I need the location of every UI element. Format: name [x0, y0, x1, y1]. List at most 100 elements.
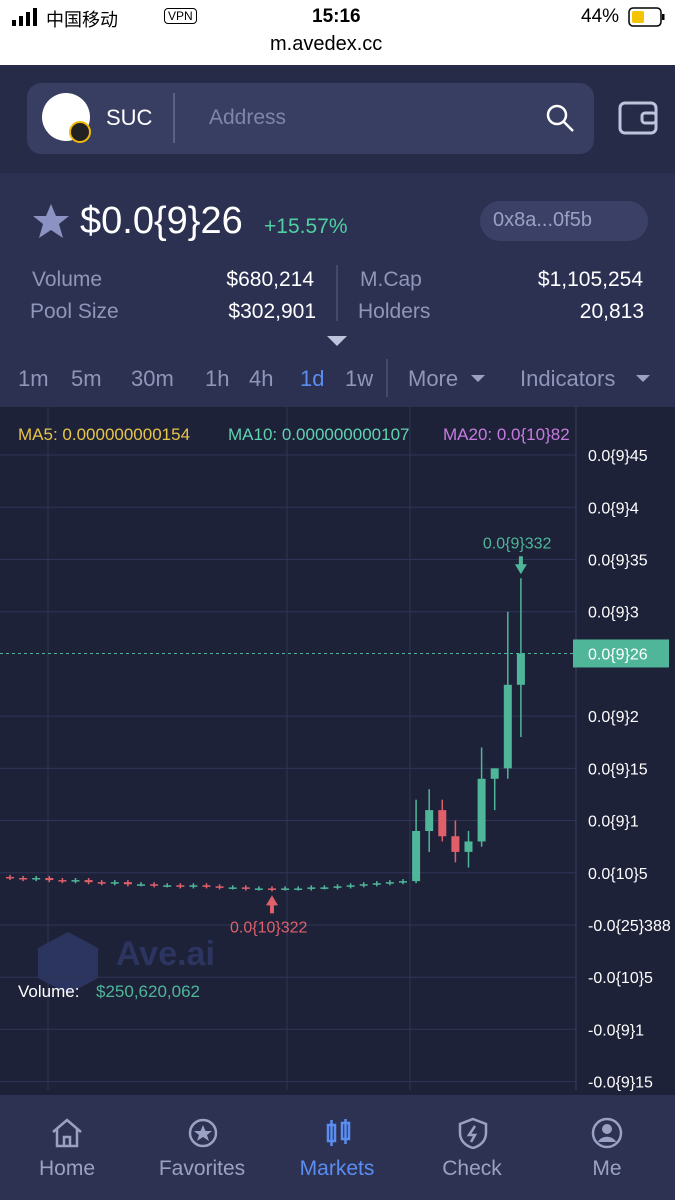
annotation-arrow-stem — [518, 556, 523, 566]
timeframe-tab[interactable]: 30m — [131, 366, 174, 391]
candle-body — [281, 888, 290, 890]
divider — [336, 265, 338, 321]
favorite-star[interactable] — [32, 203, 70, 239]
address-input[interactable]: Address — [209, 106, 287, 129]
candle-body — [385, 882, 394, 884]
candle-body — [333, 886, 342, 888]
stat-label: Holders — [358, 300, 431, 323]
candle-body — [412, 831, 421, 882]
watermark-logo — [38, 932, 98, 994]
timeframe-tab[interactable]: 1w — [345, 366, 374, 391]
y-tick-label: 0.0{9}4 — [588, 500, 639, 517]
candle-body — [97, 882, 106, 884]
favorites-icon[interactable] — [186, 1117, 220, 1149]
y-tick-label: -0.0{9}1 — [588, 1022, 644, 1039]
annotation-label: 0.0{10}322 — [230, 919, 308, 936]
timeframe-tab[interactable]: 5m — [71, 366, 102, 391]
search-bar[interactable]: SUC Address — [27, 83, 594, 154]
candle-body — [228, 887, 237, 889]
candle-body — [150, 884, 159, 886]
candle-body — [19, 877, 28, 880]
candle-body — [163, 885, 172, 887]
chain-badge — [69, 121, 91, 143]
time: 15:16 — [312, 6, 361, 27]
candle-body — [110, 882, 119, 884]
stat-label: M.Cap — [360, 268, 422, 291]
nav-favorites[interactable]: Favorites — [158, 1157, 246, 1180]
stat-value: 20,813 — [579, 300, 644, 323]
candle-body — [372, 883, 381, 885]
y-tick-label: 0.0{9}35 — [588, 552, 648, 569]
nav-markets[interactable]: Markets — [299, 1157, 375, 1180]
candle-body — [6, 876, 14, 879]
candle-body — [137, 884, 145, 886]
stat-value: $680,214 — [226, 268, 314, 291]
check-icon[interactable] — [456, 1117, 490, 1149]
candle-body — [32, 877, 41, 880]
candle-body — [451, 836, 460, 852]
me-icon[interactable] — [590, 1117, 624, 1149]
current-price-label: 0.0{9}26 — [588, 646, 648, 663]
nav-check[interactable]: Check — [442, 1157, 502, 1180]
candle-body — [268, 888, 276, 890]
timeframe-tab[interactable]: 1m — [18, 366, 49, 391]
candle-body — [254, 888, 263, 890]
y-tick-label: 0.0{9}15 — [588, 761, 648, 778]
candle-body — [346, 885, 355, 887]
annotation-arrow — [266, 895, 278, 906]
contract-address[interactable]: 0x8a...0f5b — [480, 201, 648, 241]
stat-label: Volume — [32, 268, 103, 291]
annotation-arrow — [514, 564, 527, 575]
candle-body — [438, 810, 447, 837]
ma-legend: MA10: 0.000000000107 — [228, 425, 410, 444]
wallet-icon[interactable] — [618, 97, 660, 137]
status-bar: 中国移动 VPN 15:16 44% m.avedex.cc — [0, 0, 675, 65]
nav-me[interactable]: Me — [592, 1157, 622, 1180]
bottom-nav: Home Favorites Markets Check Me — [0, 1095, 675, 1200]
annotation-label: 0.0{9}332 — [483, 535, 552, 552]
token-symbol: SUC — [106, 105, 153, 130]
url[interactable]: m.avedex.cc — [270, 33, 383, 55]
carrier: 中国移动 — [46, 10, 118, 30]
candle-body — [189, 885, 198, 887]
volume-value: $250,620,062 — [96, 982, 200, 1001]
y-tick-label: -0.0{25}388 — [588, 918, 671, 935]
candle-body — [477, 778, 486, 842]
markets-icon[interactable] — [322, 1117, 356, 1149]
dropdown-arrow — [471, 375, 485, 382]
candle-body — [241, 887, 250, 889]
y-tick-label: 0.0{9}2 — [588, 709, 639, 726]
candle-body — [464, 841, 473, 852]
collapse-arrow[interactable] — [327, 336, 347, 348]
candle-body — [84, 880, 93, 883]
candle-body — [516, 653, 525, 685]
timeframe-tab[interactable]: 1h — [205, 366, 230, 391]
timeframe-tab[interactable]: 4h — [249, 366, 274, 391]
candle-body — [359, 884, 368, 886]
candle-body — [176, 885, 185, 887]
candle-body — [399, 881, 407, 883]
divider — [173, 93, 175, 143]
ma-legend: MA20: 0.0{10}82 — [443, 425, 570, 444]
nav-home[interactable]: Home — [38, 1157, 96, 1180]
divider — [386, 359, 388, 397]
search-icon[interactable] — [545, 103, 575, 133]
timeframe-tab-active[interactable]: 1d — [300, 366, 325, 391]
candlestick-chart: Ave.ai Volume: $250,620,062 MA5: 0.00000… — [0, 407, 675, 1095]
candle-body — [45, 877, 54, 881]
candle-body — [320, 887, 329, 889]
y-tick-label: -0.0{9}15 — [588, 1075, 653, 1092]
menu-more[interactable]: More — [408, 366, 459, 391]
candle-body — [71, 880, 80, 882]
menu-indicators[interactable]: Indicators — [520, 366, 616, 391]
home-icon[interactable] — [50, 1117, 84, 1149]
y-tick-label: -0.0{10}5 — [588, 970, 653, 987]
stat-label: Pool Size — [30, 300, 119, 323]
candle-body — [294, 888, 303, 890]
battery: 44% — [581, 6, 620, 27]
dropdown-arrow — [636, 375, 650, 382]
price-change: +15.57% — [264, 215, 348, 238]
y-tick-label: 0.0{10}5 — [588, 866, 648, 883]
signal-icon — [12, 8, 37, 26]
